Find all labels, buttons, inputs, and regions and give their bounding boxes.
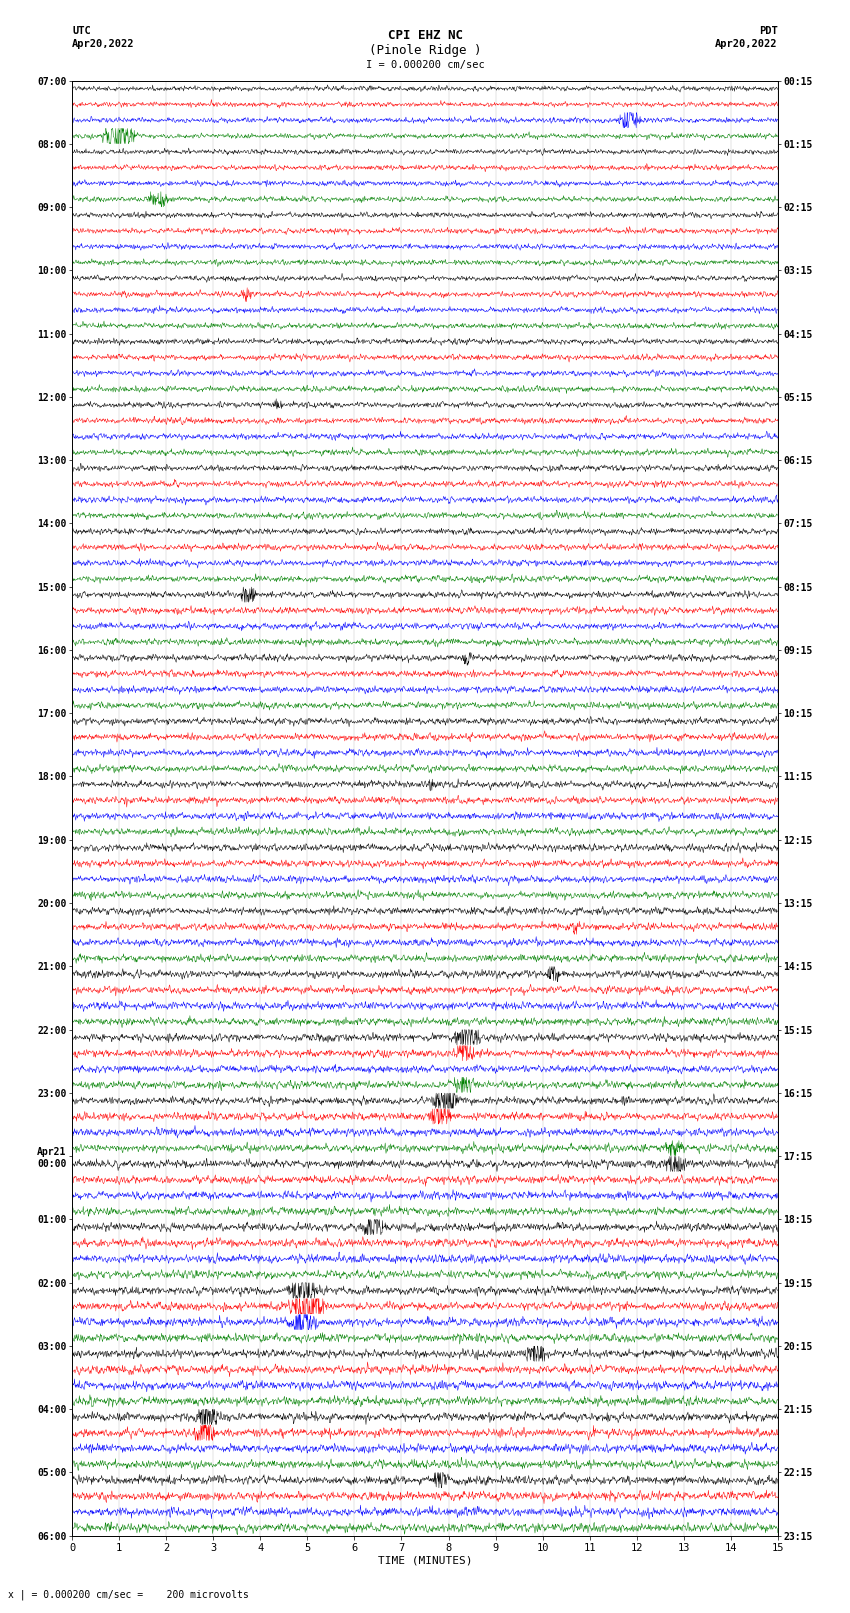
Text: x | = 0.000200 cm/sec =    200 microvolts: x | = 0.000200 cm/sec = 200 microvolts xyxy=(8,1589,249,1600)
Text: (Pinole Ridge ): (Pinole Ridge ) xyxy=(369,44,481,56)
Text: PDT: PDT xyxy=(759,26,778,35)
Text: I = 0.000200 cm/sec: I = 0.000200 cm/sec xyxy=(366,60,484,69)
Text: Apr20,2022: Apr20,2022 xyxy=(715,39,778,48)
Text: CPI EHZ NC: CPI EHZ NC xyxy=(388,29,462,42)
X-axis label: TIME (MINUTES): TIME (MINUTES) xyxy=(377,1555,473,1565)
Text: Apr20,2022: Apr20,2022 xyxy=(72,39,135,48)
Text: UTC: UTC xyxy=(72,26,91,35)
